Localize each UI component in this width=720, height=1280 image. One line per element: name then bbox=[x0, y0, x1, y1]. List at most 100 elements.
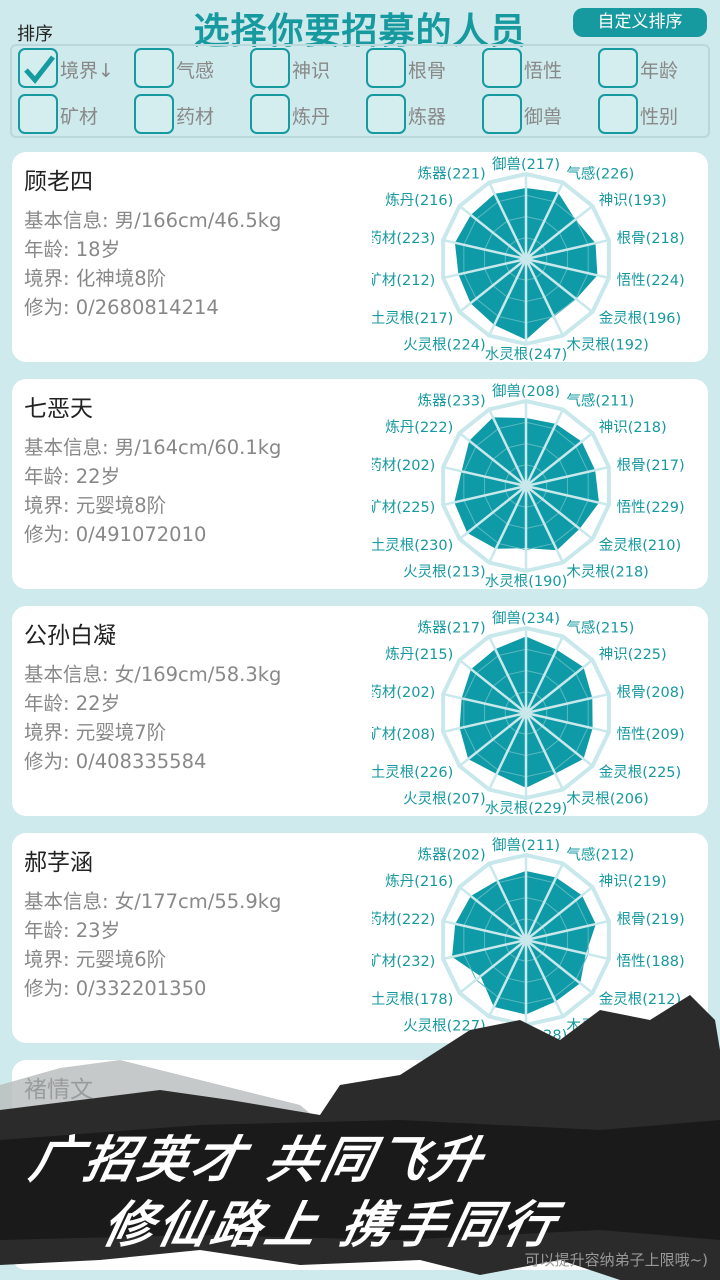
radar-spoke bbox=[487, 181, 528, 260]
sort-option[interactable]: 境界↓ bbox=[12, 48, 122, 88]
radar-axis-label: 炼器(202) bbox=[418, 846, 486, 863]
checkbox[interactable] bbox=[366, 48, 406, 88]
radar-spoke bbox=[525, 484, 610, 507]
radar-spoke bbox=[525, 659, 594, 714]
radar-axis-label: 炼丹(215) bbox=[385, 646, 453, 663]
checkbox[interactable] bbox=[250, 94, 290, 134]
candidate-name: 顾老四 bbox=[24, 169, 93, 195]
radar-spoke bbox=[525, 938, 610, 961]
radar-spoke bbox=[487, 862, 528, 941]
checkbox[interactable] bbox=[366, 94, 406, 134]
checkbox[interactable] bbox=[18, 48, 58, 88]
radar-spoke bbox=[525, 692, 610, 715]
checkbox[interactable] bbox=[18, 94, 58, 134]
radar-spoke bbox=[524, 258, 565, 337]
radar-axis-label: 火灵根(213) bbox=[403, 564, 486, 581]
sort-option[interactable]: 炼器 bbox=[360, 94, 470, 134]
candidate-realm: 境界: 元婴境8阶 bbox=[24, 494, 167, 517]
radar-axis-label: 御兽(234) bbox=[492, 610, 560, 627]
candidate-name: 公孙白凝 bbox=[24, 623, 116, 649]
radar-spoke bbox=[487, 408, 528, 487]
radar-spoke bbox=[442, 484, 527, 507]
candidate-cultivation: 修为: 0/491072010 bbox=[24, 523, 207, 546]
radar-spoke bbox=[525, 485, 594, 540]
sort-option[interactable]: 性别 bbox=[592, 94, 702, 134]
sort-option-label: 矿材 bbox=[60, 106, 99, 128]
radar-axis-label: 悟性(229) bbox=[617, 499, 685, 516]
checkbox[interactable] bbox=[482, 94, 522, 134]
radar-spoke bbox=[525, 919, 610, 942]
radar-spoke bbox=[442, 692, 527, 715]
radar-axis-label: 根骨(218) bbox=[617, 230, 685, 247]
radar-axis-label: 矿材(232) bbox=[372, 953, 435, 970]
sort-option[interactable]: 御兽 bbox=[476, 94, 586, 134]
checkbox[interactable] bbox=[598, 48, 638, 88]
radar-spoke bbox=[524, 181, 565, 260]
radar-axis-label: 水灵根(229) bbox=[485, 800, 568, 817]
radar-axis-label: 金灵根(212) bbox=[599, 991, 682, 1008]
radar-axis-label: 矿材(225) bbox=[372, 499, 435, 516]
candidate-card[interactable]: 七恶天 基本信息: 男/164cm/60.1kg 年龄: 22岁 境界: 元婴境8阶修… bbox=[12, 379, 708, 590]
radar-axis-label: 火灵根(207) bbox=[403, 791, 486, 808]
radar-axis-label: 药材(202) bbox=[372, 684, 435, 701]
sort-option[interactable]: 年龄 bbox=[592, 48, 702, 88]
radar-spoke bbox=[524, 712, 565, 791]
sort-option[interactable]: 神识 bbox=[244, 48, 354, 88]
radar-axis-label: 悟性(209) bbox=[617, 726, 685, 743]
candidate-age: 年龄: 22岁 bbox=[24, 465, 121, 488]
radar-axis-label: 水灵根(247) bbox=[485, 346, 568, 363]
custom-sort-button[interactable]: 自定义排序 bbox=[573, 8, 707, 37]
radar-spoke bbox=[487, 712, 528, 791]
radar-spoke bbox=[442, 919, 527, 942]
candidate-age: 年龄: 18岁 bbox=[24, 238, 121, 261]
sort-option[interactable]: 矿材 bbox=[12, 94, 122, 134]
sort-option[interactable]: 炼丹 bbox=[244, 94, 354, 134]
radar-spoke bbox=[442, 465, 527, 488]
radar-spoke bbox=[458, 432, 527, 487]
candidate-basic: 基本信息: 男/164cm/60.1kg bbox=[24, 436, 282, 459]
radar-axis-label: 气感(212) bbox=[566, 846, 634, 863]
radar-spoke bbox=[524, 862, 565, 941]
radar-spoke bbox=[442, 711, 527, 734]
radar-axis-label: 神识(225) bbox=[599, 646, 667, 663]
radar-axis-label: 炼器(221) bbox=[418, 165, 486, 182]
sort-options-panel: 境界↓ 气感 神识 根骨 悟性 年龄矿材 药材 炼丹 炼器 御兽 性别 bbox=[10, 44, 710, 138]
radar-axis-label: 炼器(217) bbox=[418, 619, 486, 636]
sort-option-label: 气感 bbox=[176, 60, 215, 82]
sort-option[interactable]: 气感 bbox=[128, 48, 238, 88]
candidate-card[interactable]: 公孙白凝 基本信息: 女/169cm/58.3kg 年龄: 22岁 境界: 元婴境7阶… bbox=[12, 606, 708, 817]
radar-axis-label: 御兽(208) bbox=[492, 383, 560, 400]
checkbox[interactable] bbox=[134, 94, 174, 134]
candidate-age: 年龄: 22岁 bbox=[24, 692, 121, 715]
candidate-cultivation: 修为: 0/408335584 bbox=[24, 750, 207, 773]
radar-spoke bbox=[458, 485, 527, 540]
sort-option[interactable]: 根骨 bbox=[360, 48, 470, 88]
sort-option[interactable]: 药材 bbox=[128, 94, 238, 134]
radar-spoke bbox=[525, 886, 594, 941]
radar-spoke bbox=[442, 257, 527, 280]
checkbox[interactable] bbox=[134, 48, 174, 88]
radar-axis-label: 火灵根(227) bbox=[403, 1018, 486, 1035]
radar-axis-label: 气感(211) bbox=[566, 392, 634, 409]
radar-spoke bbox=[458, 712, 527, 767]
candidate-card[interactable]: 顾老四 基本信息: 男/166cm/46.5kg 年龄: 18岁 境界: 化神境8阶修… bbox=[12, 152, 708, 363]
checkmark-icon bbox=[24, 55, 55, 84]
sort-option[interactable]: 悟性 bbox=[476, 48, 586, 88]
attribute-radar-chart: 御兽(211) 气感(212) 神识(219) 根骨(219) 悟性(188) 金灵根(2… bbox=[372, 837, 685, 1044]
radar-spoke bbox=[442, 938, 527, 961]
radar-axis-label: 炼丹(216) bbox=[385, 873, 453, 890]
candidate-cultivation: 修为: 0/2680814214 bbox=[24, 296, 219, 319]
checkbox[interactable] bbox=[598, 94, 638, 134]
candidate-basic: 基本信息: 女/177cm/55.9kg bbox=[24, 890, 282, 913]
candidate-card[interactable]: 郝芓涵 基本信息: 女/177cm/55.9kg 年龄: 23岁 境界: 元婴境6阶修… bbox=[12, 833, 708, 1044]
radar-axis-label: 药材(223) bbox=[372, 230, 435, 247]
checkbox[interactable] bbox=[250, 48, 290, 88]
checkbox[interactable] bbox=[482, 48, 522, 88]
candidate-cultivation: 修为: 0/332201350 bbox=[24, 977, 207, 1000]
candidate-realm: 境界: 元婴境7阶 bbox=[24, 721, 167, 744]
candidate-age: 年龄: 23岁 bbox=[24, 919, 121, 942]
radar-axis-label: 神识(193) bbox=[599, 192, 667, 209]
radar-axis-label: 土灵根(230) bbox=[372, 537, 453, 554]
radar-axis-label: 炼丹(222) bbox=[385, 419, 453, 436]
candidate-name: 褚情文 bbox=[24, 1077, 93, 1103]
